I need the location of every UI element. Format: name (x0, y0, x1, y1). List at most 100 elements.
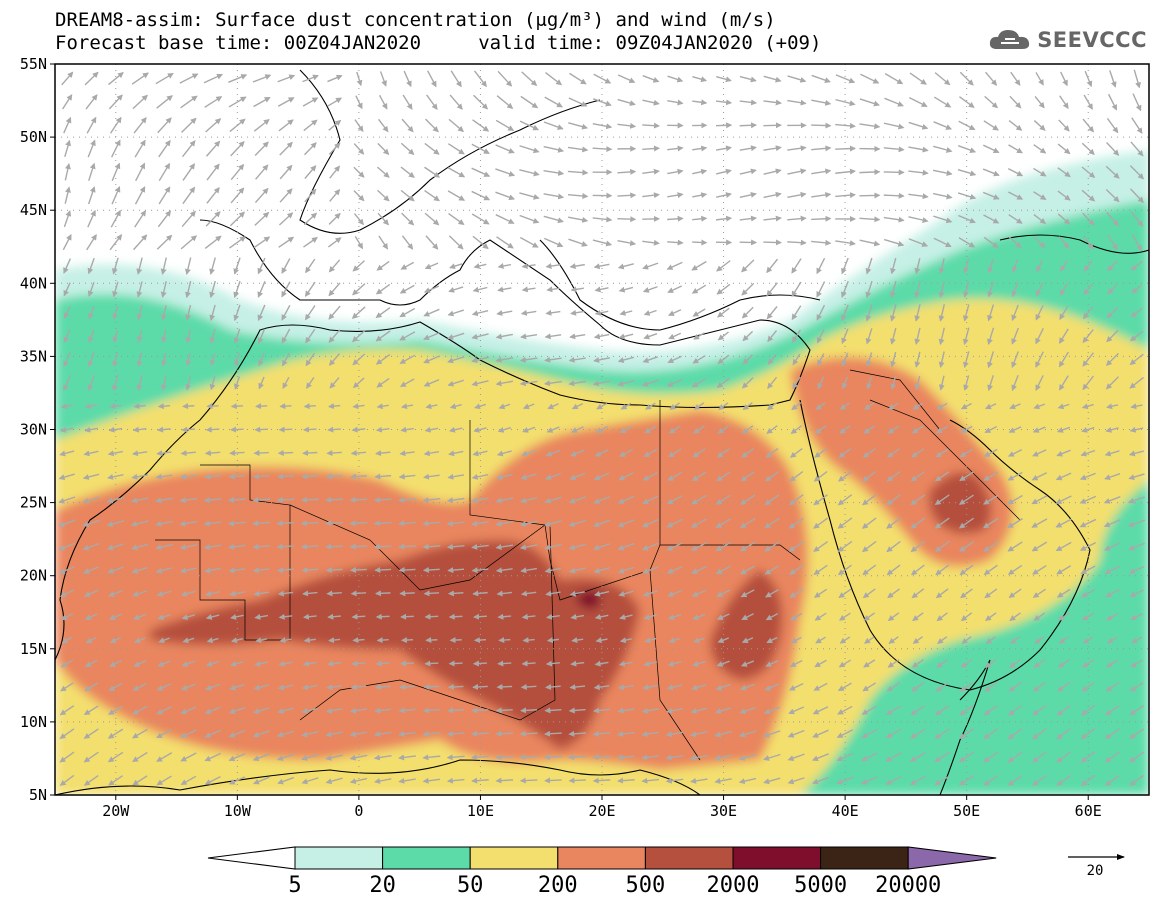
wind-arrow (545, 449, 561, 457)
wind-arrow (883, 122, 905, 130)
wind-arrow (303, 237, 318, 248)
wind-arrow (279, 403, 292, 410)
wind-arrow (763, 215, 782, 222)
colorbar-label: 5000 (794, 873, 847, 898)
wind-arrow (136, 352, 143, 367)
wind-arrow (496, 683, 513, 690)
wind-arrow (447, 473, 465, 480)
wind-arrow (156, 95, 173, 109)
wind-arrow (448, 118, 465, 133)
wind-arrow (203, 544, 222, 550)
wind-arrow (767, 354, 777, 365)
wind-arrow (519, 192, 540, 200)
wind-arrow (888, 402, 899, 410)
wind-arrow (495, 380, 514, 387)
wind-arrow (1129, 426, 1144, 433)
wind-arrow (1032, 449, 1047, 457)
wind-arrow (766, 258, 779, 274)
wind-arrow (258, 352, 265, 367)
wind-arrow (233, 304, 241, 322)
wind-arrow (1033, 120, 1046, 131)
wind-arrow (88, 329, 95, 344)
wind-arrow (134, 139, 146, 158)
wind-arrow (230, 187, 245, 204)
wind-arrow (303, 403, 316, 410)
wind-arrow (1035, 351, 1044, 368)
wind-arrow (495, 730, 514, 737)
wind-arrow (209, 328, 216, 344)
wind-arrow (1129, 188, 1144, 203)
wind-arrow (107, 473, 124, 480)
wind-arrow (400, 637, 414, 644)
wind-arrow (136, 305, 143, 321)
wind-arrow (230, 140, 245, 157)
wind-arrow (690, 542, 707, 551)
wind-arrow (791, 402, 802, 411)
wind-arrow (278, 212, 294, 226)
wind-arrow (1106, 211, 1119, 227)
wind-arrow (181, 426, 196, 433)
wind-arrow (594, 309, 609, 316)
wind-arrow (498, 403, 511, 410)
wind-arrow (377, 118, 389, 133)
wind-arrow (815, 402, 826, 411)
wind-arrow (350, 473, 367, 480)
wind-arrow (252, 520, 271, 527)
colorbar-label: 20000 (875, 873, 941, 898)
wind-arrow (378, 235, 389, 250)
lon-tick-label: 20E (588, 802, 615, 820)
wind-arrow (983, 471, 999, 481)
wind-arrow (253, 450, 269, 457)
wind-arrow (958, 237, 976, 248)
wind-arrow (136, 257, 143, 275)
wind-arrow (520, 683, 537, 690)
wind-arrow (305, 352, 315, 367)
wind-arrow (643, 448, 658, 458)
wind-arrow (910, 540, 926, 553)
wind-arrow (1058, 375, 1069, 391)
wind-arrow (838, 448, 852, 458)
wind-arrow (619, 309, 633, 316)
wind-arrow (1133, 69, 1141, 89)
colorbar-segment (469, 846, 559, 870)
wind-arrow (617, 74, 636, 83)
wind-arrow (666, 378, 683, 387)
wind-arrow (617, 122, 637, 129)
wind-arrow (519, 236, 539, 248)
wind-arrow (934, 517, 950, 529)
wind-arrow (257, 257, 266, 275)
wind-arrow (63, 306, 71, 320)
wind-arrow (1105, 165, 1120, 179)
wind-arrow (209, 353, 216, 367)
wind-arrow (473, 94, 489, 110)
wind-arrow (987, 281, 994, 298)
wind-arrow (112, 281, 119, 298)
wind-arrow (112, 329, 119, 343)
wind-arrow (375, 450, 391, 457)
wind-arrow (62, 94, 73, 110)
wind-arrow (110, 209, 121, 228)
wind-arrow (471, 520, 489, 527)
wind-arrow (691, 284, 707, 294)
wind-arrow (568, 380, 587, 387)
wind-arrow (669, 402, 680, 410)
wind-arrow (1081, 189, 1096, 202)
wind-arrow (1058, 328, 1069, 344)
wind-arrow (449, 263, 463, 270)
wind-arrow (886, 471, 901, 482)
wind-arrow (889, 280, 897, 299)
wind-arrow (472, 286, 488, 293)
wind-arrow (959, 541, 974, 552)
wind-arrow (1033, 403, 1046, 410)
wind-arrow (181, 210, 196, 227)
wind-arrow (544, 473, 562, 481)
wind-arrow (423, 683, 440, 690)
wind-arrow (205, 118, 222, 133)
wind-arrow (112, 305, 119, 320)
wind-arrow (496, 236, 514, 249)
wind-arrow (886, 517, 901, 529)
wind-arrow (398, 473, 416, 480)
wind-arrow (473, 613, 487, 620)
wind-arrow (692, 239, 708, 246)
lat-tick-label: 10N (20, 713, 47, 731)
